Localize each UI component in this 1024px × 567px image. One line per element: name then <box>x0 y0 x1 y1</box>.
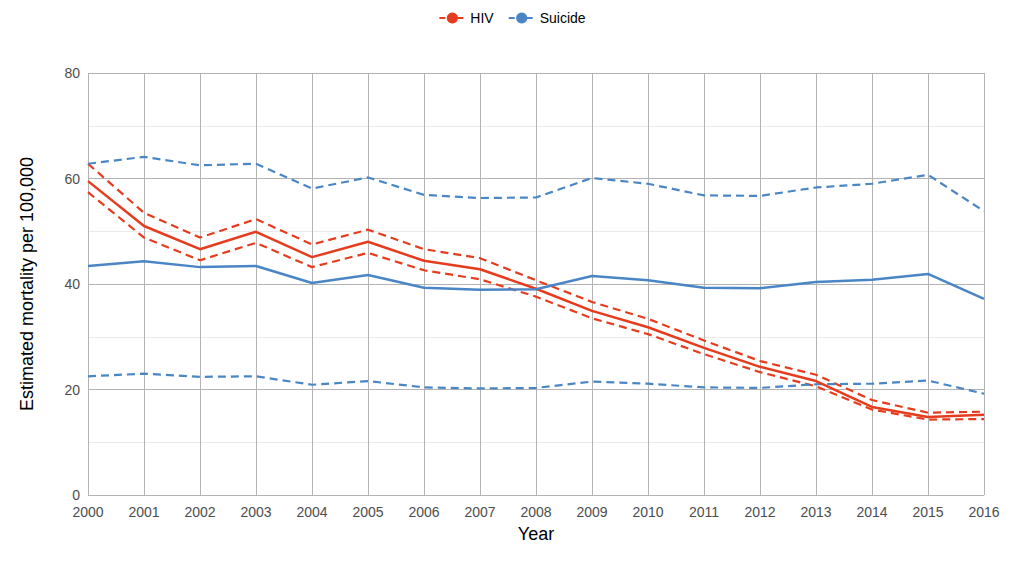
svg-text:2010: 2010 <box>632 504 663 520</box>
svg-text:Estimated mortality per 100,00: Estimated mortality per 100,000 <box>17 157 37 411</box>
svg-text:2016: 2016 <box>968 504 999 520</box>
svg-text:2012: 2012 <box>744 504 775 520</box>
svg-text:2000: 2000 <box>72 504 103 520</box>
svg-text:Suicide: Suicide <box>540 10 586 26</box>
svg-text:2011: 2011 <box>689 504 719 520</box>
svg-text:HIV: HIV <box>470 10 494 26</box>
svg-text:2003: 2003 <box>240 504 271 520</box>
svg-text:80: 80 <box>64 65 80 81</box>
svg-text:20: 20 <box>64 382 80 398</box>
svg-text:2014: 2014 <box>856 504 887 520</box>
svg-text:0: 0 <box>72 487 80 503</box>
svg-text:2013: 2013 <box>800 504 831 520</box>
svg-text:2004: 2004 <box>296 504 327 520</box>
svg-text:2007: 2007 <box>464 504 495 520</box>
svg-text:2001: 2001 <box>128 504 159 520</box>
svg-text:2015: 2015 <box>912 504 943 520</box>
svg-text:2002: 2002 <box>184 504 215 520</box>
svg-text:2009: 2009 <box>576 504 607 520</box>
svg-text:2005: 2005 <box>352 504 383 520</box>
svg-text:2008: 2008 <box>520 504 551 520</box>
svg-text:40: 40 <box>64 276 80 292</box>
svg-text:Year: Year <box>518 524 554 544</box>
svg-text:60: 60 <box>64 171 80 187</box>
svg-text:2006: 2006 <box>408 504 439 520</box>
